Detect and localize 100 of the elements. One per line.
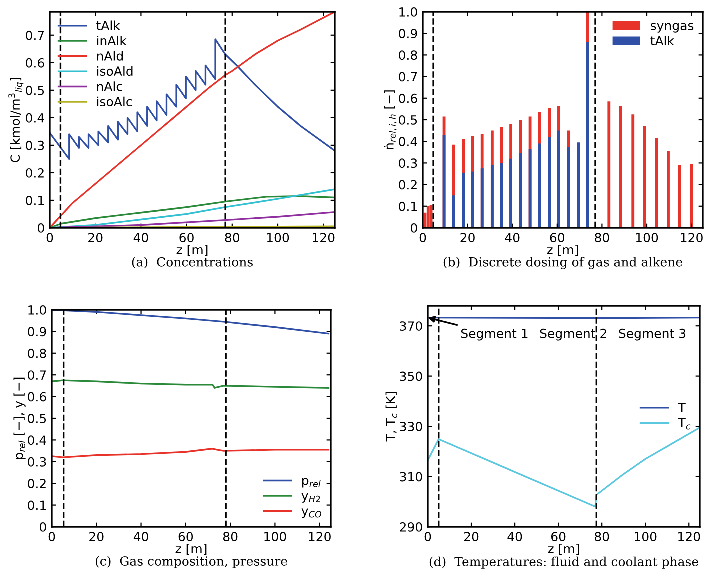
y-axis-title: C [kmol/m$^{3}$$_{liq}$] xyxy=(8,78,24,162)
x-tick-label: 120 xyxy=(681,233,703,243)
x-tick-label: 20 xyxy=(460,233,475,243)
y-axis-title: p$_{rel}$ [−], y [−] xyxy=(14,378,26,460)
x-tick-label: 60 xyxy=(178,532,194,542)
x-tick-label: 120 xyxy=(309,532,331,542)
y-tick-label: 0.1 xyxy=(28,500,46,510)
x-tick-label: 40 xyxy=(134,532,148,542)
y-tick-label: 0.6 xyxy=(399,94,418,104)
y-tick-label: 0.9 xyxy=(28,327,46,337)
legend-label: T$_{c}$ xyxy=(678,418,691,430)
y-tick-label: 0.1 xyxy=(26,196,44,206)
line-series xyxy=(50,12,335,228)
y-tick-label: 0.3 xyxy=(399,158,418,168)
bar xyxy=(567,147,570,228)
x-tick-label: 80 xyxy=(595,233,610,243)
line-series xyxy=(52,448,330,458)
y-tick-label: 0 xyxy=(40,522,46,532)
legend-label: isoAlc xyxy=(97,96,132,107)
legend-label: tAlk xyxy=(96,20,120,30)
legend-label: isoAld xyxy=(97,66,133,76)
y-axis-title: ṅ$_{rel,i,h}$ [−] xyxy=(384,90,397,150)
x-tick-label: 60 xyxy=(180,233,194,243)
bar xyxy=(608,102,611,228)
annotation: Segment 2 xyxy=(540,328,606,341)
legend-label: p$_{rel}$ xyxy=(302,478,321,488)
x-tick-label: 100 xyxy=(267,233,290,243)
y-tick-label: 0.6 xyxy=(28,392,46,402)
x-axis-title: z [m] xyxy=(547,244,578,256)
x-tick-label: 60 xyxy=(551,532,566,542)
y-tick-label: 290 xyxy=(400,522,422,532)
x-tick-label: 0 xyxy=(424,532,432,542)
bar xyxy=(678,165,682,228)
bar xyxy=(452,196,456,228)
text: (c) Gas composition, pressure xyxy=(96,556,288,568)
text: (b) Discrete dosing of gas and alkene xyxy=(444,257,682,270)
y-tick-label: 0.8 xyxy=(399,50,418,60)
legend-label: inAlk xyxy=(97,36,127,46)
x-axis-title: z [m] xyxy=(548,544,580,556)
y-tick-label: 0.4 xyxy=(28,436,46,446)
x-tick-label: 120 xyxy=(313,233,335,243)
y-tick-label: 0.3 xyxy=(26,140,44,150)
x-tick-label: 100 xyxy=(635,532,657,542)
x-tick-label: 80 xyxy=(225,233,240,243)
annotation: Segment 1 xyxy=(461,328,528,341)
y-tick-label: 0.2 xyxy=(28,479,46,489)
y-tick-label: 370 xyxy=(400,322,422,332)
bar xyxy=(500,163,504,228)
legend-label: syngas xyxy=(650,23,694,33)
bar xyxy=(462,172,465,228)
bar xyxy=(480,168,484,228)
bar xyxy=(528,149,532,228)
bar xyxy=(558,130,560,228)
annotation: Segment 3 xyxy=(619,328,686,341)
text: (d) Temperatures: fluid and coolant phase xyxy=(430,556,698,569)
y-tick-label: 0.7 xyxy=(399,72,418,82)
y-tick-label: 0.7 xyxy=(28,370,46,380)
bar xyxy=(655,138,658,228)
legend-label: nAlc xyxy=(97,82,122,92)
y-tick-label: 0.4 xyxy=(399,137,418,147)
y-tick-label: 0.5 xyxy=(26,86,44,96)
y-tick-label: 0.4 xyxy=(26,113,44,123)
bar xyxy=(667,151,670,228)
y-tick-label: 1.0 xyxy=(28,305,46,315)
legend-label: y$_{H2}$ xyxy=(302,494,320,503)
y-tick-label: 0.6 xyxy=(26,58,44,68)
x-tick-label: 60 xyxy=(550,233,565,243)
bar xyxy=(519,153,522,228)
y-tick-label: 0.1 xyxy=(399,202,417,212)
x-tick-label: 20 xyxy=(90,532,104,542)
text: (a) Concentrations xyxy=(132,257,253,269)
x-tick-label: 80 xyxy=(594,532,610,542)
bar xyxy=(632,114,635,228)
line-series xyxy=(52,380,330,389)
x-tick-label: 20 xyxy=(88,233,103,243)
x-tick-label: 100 xyxy=(264,532,286,542)
bar xyxy=(510,158,512,228)
legend-label: y$_{CO}$ xyxy=(302,508,322,518)
y-tick-label: 0.5 xyxy=(399,115,418,125)
x-tick-label: 20 xyxy=(464,532,479,542)
y-tick-label: 0.5 xyxy=(28,414,46,424)
bar xyxy=(426,206,430,228)
legend-label: T xyxy=(678,403,686,412)
y-tick-label: 0.7 xyxy=(26,30,44,40)
x-tick-label: 120 xyxy=(678,532,700,542)
y-axis-title: T, T$_{c}$ [K] xyxy=(386,392,398,442)
bar xyxy=(538,144,542,228)
y-tick-label: 1.0 xyxy=(400,7,418,17)
x-tick-label: 0 xyxy=(48,532,56,542)
y-tick-label: 350 xyxy=(400,372,422,382)
x-tick-label: 80 xyxy=(223,532,238,542)
y-tick-label: 0.8 xyxy=(28,348,46,358)
bar xyxy=(490,165,494,228)
y-tick-label: 0 xyxy=(411,223,418,233)
x-tick-label: 0 xyxy=(46,233,54,243)
y-tick-label: 0 xyxy=(38,223,44,233)
x-tick-label: 100 xyxy=(636,233,658,243)
legend-label: nAld xyxy=(97,51,123,61)
bar xyxy=(577,142,580,228)
x-axis-title: z [m] xyxy=(176,544,207,556)
